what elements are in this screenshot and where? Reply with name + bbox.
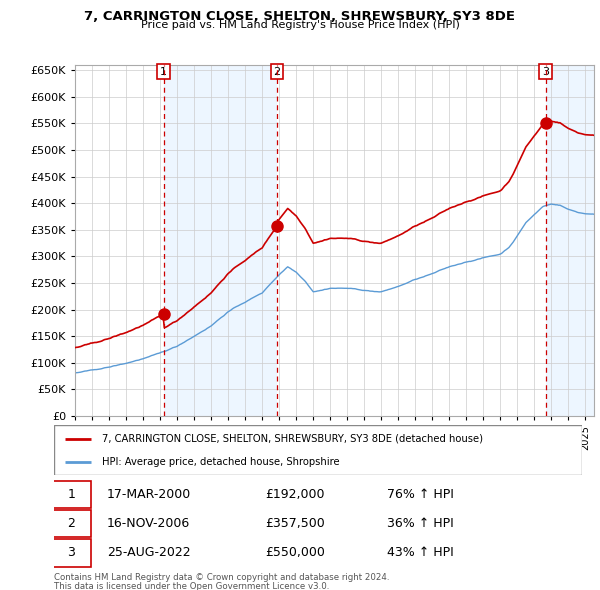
Text: HPI: Average price, detached house, Shropshire: HPI: Average price, detached house, Shro… — [101, 457, 339, 467]
Text: £192,000: £192,000 — [265, 488, 325, 501]
Text: 2: 2 — [67, 517, 75, 530]
Text: 17-MAR-2000: 17-MAR-2000 — [107, 488, 191, 501]
Text: This data is licensed under the Open Government Licence v3.0.: This data is licensed under the Open Gov… — [54, 582, 329, 590]
Text: 25-AUG-2022: 25-AUG-2022 — [107, 546, 190, 559]
Text: 16-NOV-2006: 16-NOV-2006 — [107, 517, 190, 530]
Text: Price paid vs. HM Land Registry's House Price Index (HPI): Price paid vs. HM Land Registry's House … — [140, 20, 460, 30]
Text: £550,000: £550,000 — [265, 546, 325, 559]
Text: 76% ↑ HPI: 76% ↑ HPI — [386, 488, 454, 501]
Text: 7, CARRINGTON CLOSE, SHELTON, SHREWSBURY, SY3 8DE: 7, CARRINGTON CLOSE, SHELTON, SHREWSBURY… — [85, 10, 515, 23]
Text: 36% ↑ HPI: 36% ↑ HPI — [386, 517, 454, 530]
FancyBboxPatch shape — [52, 481, 91, 508]
Text: 1: 1 — [160, 67, 167, 77]
Text: 1: 1 — [67, 488, 75, 501]
Text: 3: 3 — [542, 67, 549, 77]
Text: 43% ↑ HPI: 43% ↑ HPI — [386, 546, 454, 559]
Bar — [545, 65, 594, 416]
Text: 7, CARRINGTON CLOSE, SHELTON, SHREWSBURY, SY3 8DE (detached house): 7, CARRINGTON CLOSE, SHELTON, SHREWSBURY… — [101, 434, 482, 444]
Text: 2: 2 — [274, 67, 281, 77]
Text: 3: 3 — [67, 546, 75, 559]
Text: £357,500: £357,500 — [265, 517, 325, 530]
FancyBboxPatch shape — [52, 539, 91, 566]
Text: Contains HM Land Registry data © Crown copyright and database right 2024.: Contains HM Land Registry data © Crown c… — [54, 573, 389, 582]
FancyBboxPatch shape — [52, 510, 91, 537]
Bar — [164, 65, 277, 416]
